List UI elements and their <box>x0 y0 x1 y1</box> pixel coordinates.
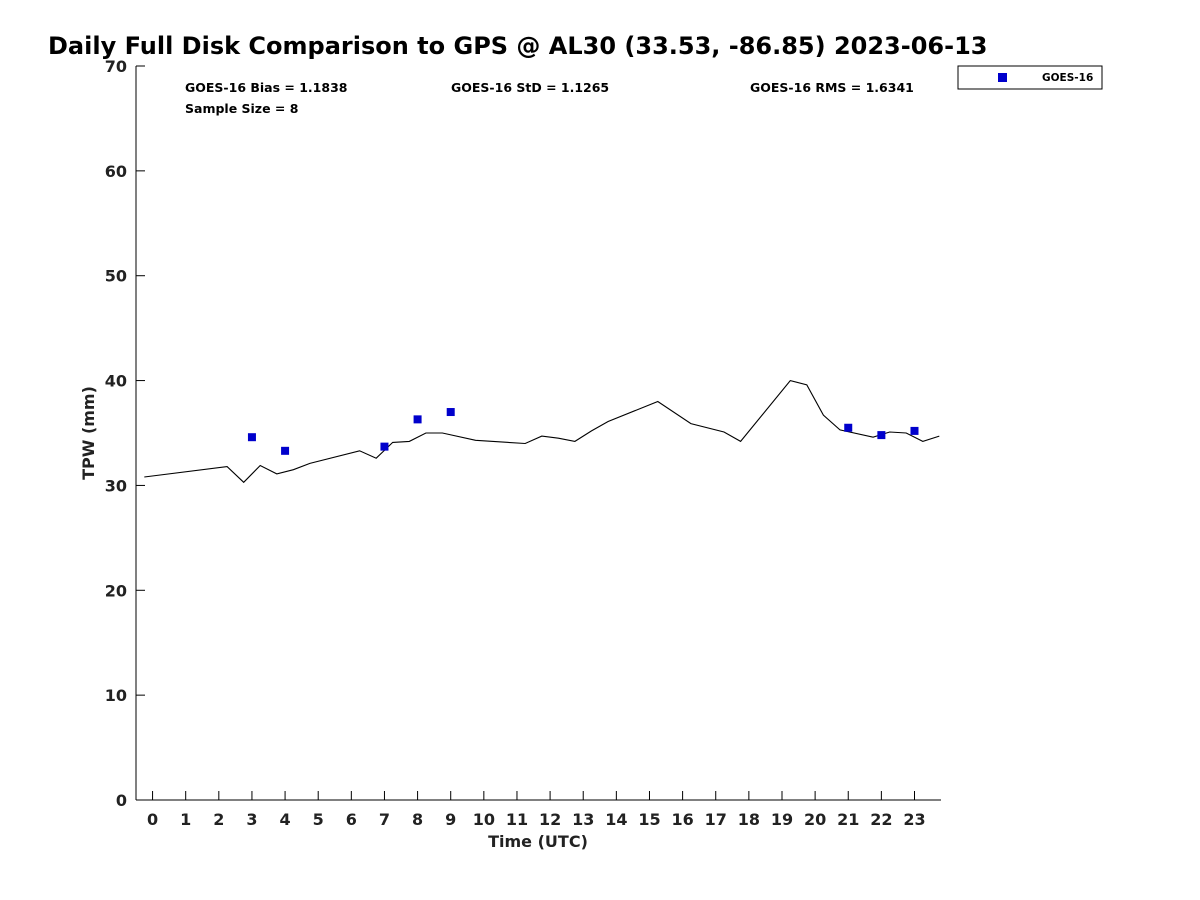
legend: GOES-16 <box>957 65 1103 90</box>
y-tick-label: 40 <box>105 372 127 391</box>
y-tick-label: 30 <box>105 476 127 495</box>
x-tick-label: 14 <box>605 810 627 829</box>
legend-box <box>957 65 1103 90</box>
x-tick-label: 4 <box>280 810 291 829</box>
x-tick-label: 3 <box>246 810 257 829</box>
y-tick-label: 60 <box>105 162 127 181</box>
y-tick-label: 50 <box>105 267 127 286</box>
x-tick-label: 21 <box>837 810 859 829</box>
x-tick-label: 16 <box>671 810 693 829</box>
x-tick-label: 11 <box>506 810 528 829</box>
y-tick-label: 70 <box>105 57 127 76</box>
x-tick-label: 20 <box>804 810 826 829</box>
legend-label: GOES-16 <box>1042 72 1093 84</box>
chart-title: Daily Full Disk Comparison to GPS @ AL30… <box>48 32 987 60</box>
goes16-point <box>247 433 256 442</box>
goes16-point <box>910 426 919 435</box>
x-tick-label: 23 <box>903 810 925 829</box>
x-tick-label: 10 <box>473 810 495 829</box>
x-tick-label: 0 <box>147 810 158 829</box>
gps-line <box>144 379 940 484</box>
bias-stat: GOES-16 Bias = 1.1838 <box>185 80 347 95</box>
plot-area <box>144 379 940 484</box>
sample-size-stat: Sample Size = 8 <box>185 101 298 116</box>
y-tick-label: 20 <box>105 581 127 600</box>
x-tick-label: 7 <box>379 810 390 829</box>
x-tick-label: 5 <box>313 810 324 829</box>
y-axis-label: TPW (mm) <box>79 386 98 480</box>
axes <box>135 66 941 801</box>
x-tick-label: 1 <box>180 810 191 829</box>
std-stat: GOES-16 StD = 1.1265 <box>451 80 609 95</box>
legend-marker <box>998 73 1007 82</box>
x-tick-label: 22 <box>870 810 892 829</box>
goes16-point <box>380 442 389 451</box>
y-tick-label: 0 <box>116 791 127 810</box>
goes16-point <box>281 446 290 455</box>
rms-stat: GOES-16 RMS = 1.6341 <box>750 80 914 95</box>
x-axis-ticks: 0 1 2 3 4 5 6 7 8 9 10 11 12 13 14 15 16 17 18 19 20 21 22 23 <box>147 791 926 829</box>
goes16-point <box>413 415 422 424</box>
x-tick-label: 19 <box>771 810 793 829</box>
x-tick-label: 6 <box>346 810 357 829</box>
x-tick-label: 9 <box>445 810 456 829</box>
x-tick-label: 2 <box>213 810 224 829</box>
y-tick-label: 10 <box>105 686 127 705</box>
x-axis-label: Time (UTC) <box>488 832 588 851</box>
goes16-point <box>877 431 886 440</box>
y-axis-ticks: 0 10 20 30 40 50 60 70 <box>105 57 145 810</box>
x-tick-label: 8 <box>412 810 423 829</box>
x-tick-label: 12 <box>539 810 561 829</box>
x-tick-label: 17 <box>705 810 727 829</box>
x-tick-label: 13 <box>572 810 594 829</box>
x-tick-label: 15 <box>638 810 660 829</box>
goes16-point <box>446 408 455 417</box>
goes16-point <box>844 423 853 432</box>
x-tick-label: 18 <box>738 810 760 829</box>
